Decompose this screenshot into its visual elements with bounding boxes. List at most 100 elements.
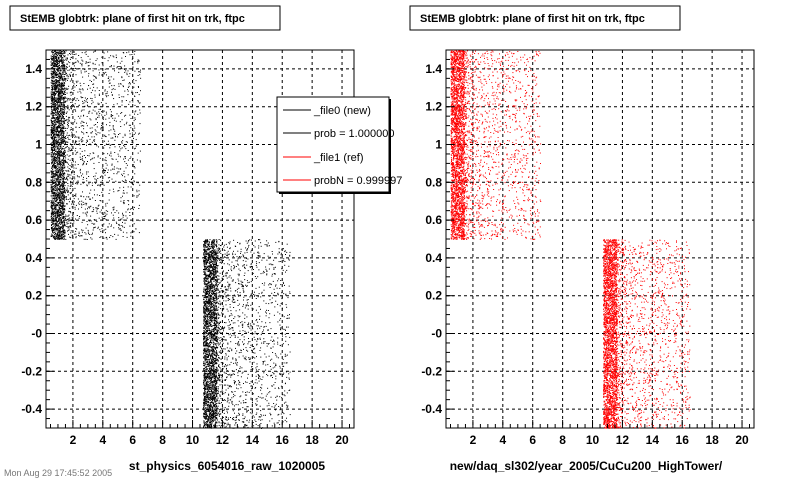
scatter-point	[60, 94, 62, 96]
scatter-point	[66, 187, 68, 189]
scatter-point	[82, 178, 84, 180]
scatter-point	[59, 84, 61, 86]
scatter-point	[57, 185, 59, 186]
scatter-point	[59, 232, 61, 234]
scatter-point	[57, 147, 59, 149]
scatter-point	[61, 175, 63, 177]
scatter-point	[105, 143, 107, 145]
scatter-point	[64, 188, 66, 190]
scatter-point	[103, 168, 105, 170]
scatter-point	[70, 99, 72, 101]
scatter-point	[91, 233, 93, 235]
scatter-point	[63, 213, 65, 215]
scatter-point	[65, 170, 67, 172]
scatter-point	[61, 198, 63, 200]
scatter-point	[76, 175, 78, 177]
scatter-point	[73, 222, 75, 224]
scatter-point	[96, 126, 98, 128]
scatter-point	[53, 224, 55, 226]
scatter-point	[108, 223, 110, 225]
scatter-point	[62, 64, 64, 66]
scatter-point	[208, 314, 210, 316]
scatter-point	[58, 179, 60, 181]
scatter-point	[54, 138, 55, 140]
scatter-point	[116, 173, 118, 175]
scatter-point	[50, 235, 52, 237]
scatter-point	[86, 144, 87, 146]
scatter-point	[131, 231, 133, 233]
scatter-point	[60, 98, 62, 100]
scatter-point	[55, 211, 57, 213]
scatter-point	[99, 113, 101, 114]
scatter-point	[57, 100, 59, 102]
scatter-point	[60, 167, 62, 168]
scatter-point	[109, 121, 111, 123]
scatter-point	[79, 153, 81, 155]
scatter-point	[55, 106, 57, 108]
scatter-point	[67, 107, 69, 108]
scatter-point	[69, 222, 71, 224]
scatter-point	[63, 152, 65, 154]
scatter-point	[133, 130, 135, 132]
scatter-point	[51, 209, 53, 211]
scatter-point	[61, 65, 63, 67]
scatter-point	[53, 91, 55, 93]
scatter-point	[114, 212, 116, 213]
scatter-point	[54, 106, 56, 108]
scatter-point	[51, 136, 53, 138]
scatter-point	[65, 155, 66, 157]
scatter-point	[213, 412, 214, 414]
scatter-point	[211, 317, 213, 319]
scatter-point	[81, 150, 83, 152]
scatter-point	[63, 165, 65, 166]
scatter-point	[63, 110, 65, 112]
scatter-point	[205, 336, 207, 338]
scatter-point	[51, 77, 53, 79]
scatter-point	[60, 92, 62, 94]
scatter-point	[81, 206, 83, 208]
scatter-point	[60, 72, 62, 74]
scatter-point	[63, 202, 65, 204]
scatter-point	[67, 226, 69, 227]
scatter-point	[54, 192, 56, 194]
scatter-point	[59, 90, 61, 92]
scatter-point	[70, 94, 72, 96]
scatter-point	[203, 316, 205, 318]
scatter-point	[63, 190, 65, 192]
scatter-point	[62, 137, 64, 139]
scatter-point	[105, 93, 107, 95]
scatter-point	[214, 389, 216, 391]
scatter-point	[111, 212, 112, 214]
scatter-point	[52, 71, 54, 72]
scatter-point	[62, 77, 64, 79]
scatter-point	[112, 117, 114, 119]
scatter-point	[120, 200, 122, 202]
scatter-point	[57, 203, 59, 205]
scatter-point	[59, 114, 61, 116]
scatter-point	[95, 133, 97, 135]
scatter-point	[53, 188, 55, 190]
scatter-point	[99, 237, 101, 238]
scatter-point	[61, 174, 63, 176]
scatter-point	[79, 117, 81, 119]
scatter-point	[51, 115, 53, 117]
scatter-point	[213, 328, 215, 330]
scatter-point	[51, 121, 53, 123]
scatter-point	[53, 115, 55, 116]
scatter-point	[57, 68, 58, 70]
scatter-point	[63, 55, 65, 57]
scatter-point	[64, 196, 66, 198]
scatter-point	[61, 153, 63, 155]
scatter-point	[73, 90, 75, 91]
scatter-point	[214, 273, 216, 275]
scatter-point	[71, 135, 73, 137]
scatter-point	[59, 202, 61, 203]
scatter-point	[95, 118, 97, 120]
scatter-point	[215, 290, 216, 291]
scatter-point	[58, 141, 59, 143]
scatter-point	[207, 404, 208, 406]
scatter-point	[115, 238, 117, 240]
scatter-point	[75, 236, 77, 238]
scatter-point	[94, 223, 96, 225]
scatter-point	[50, 113, 52, 115]
